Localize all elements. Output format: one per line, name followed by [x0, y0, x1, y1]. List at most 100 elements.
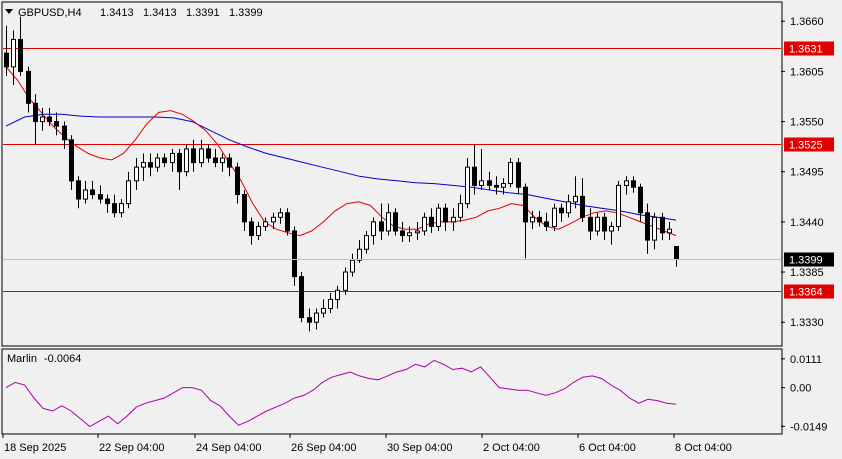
candle[interactable] — [602, 212, 607, 241]
price-panel[interactable] — [1, 1, 783, 347]
candle[interactable] — [472, 144, 477, 195]
candle[interactable] — [436, 203, 441, 231]
candle[interactable] — [321, 299, 326, 318]
candle[interactable] — [350, 253, 355, 277]
candle[interactable] — [119, 199, 124, 218]
candle[interactable] — [134, 158, 139, 190]
oscillator-panel[interactable] — [1, 348, 783, 435]
candle[interactable] — [90, 180, 95, 200]
candle[interactable] — [501, 178, 506, 195]
candle[interactable] — [544, 212, 549, 231]
candle[interactable] — [580, 178, 585, 222]
candle[interactable] — [213, 148, 218, 168]
candle[interactable] — [112, 194, 117, 218]
candle[interactable] — [256, 221, 261, 241]
candle[interactable] — [69, 135, 74, 190]
candle[interactable] — [588, 208, 593, 241]
candle[interactable] — [98, 185, 103, 204]
candle[interactable] — [559, 203, 564, 222]
candle[interactable] — [292, 226, 297, 286]
candle[interactable] — [624, 176, 629, 195]
candle[interactable] — [667, 221, 672, 241]
candle[interactable] — [364, 231, 369, 254]
candle[interactable] — [371, 217, 376, 245]
candle[interactable] — [343, 267, 348, 295]
candle[interactable] — [328, 293, 333, 314]
candle[interactable] — [508, 158, 513, 188]
candle[interactable] — [487, 171, 492, 190]
candle[interactable] — [184, 144, 189, 177]
candle[interactable] — [126, 171, 131, 209]
candle[interactable] — [609, 221, 614, 245]
candle[interactable] — [271, 212, 276, 230]
candle[interactable] — [379, 203, 384, 241]
candle[interactable] — [335, 285, 340, 309]
candle[interactable] — [523, 183, 528, 259]
candle[interactable] — [458, 194, 463, 222]
candle[interactable] — [227, 153, 232, 177]
candle[interactable] — [278, 208, 283, 224]
candle[interactable] — [537, 210, 542, 227]
candle[interactable] — [162, 153, 167, 168]
candle[interactable] — [206, 144, 211, 163]
candle[interactable] — [76, 176, 81, 209]
candle[interactable] — [465, 158, 470, 209]
candle[interactable] — [170, 148, 175, 172]
candle[interactable] — [595, 212, 600, 236]
candle[interactable] — [652, 212, 657, 250]
candle[interactable] — [105, 194, 110, 213]
candle[interactable] — [285, 208, 290, 236]
candle[interactable] — [530, 210, 535, 230]
candle[interactable] — [249, 217, 254, 245]
candle[interactable] — [26, 66, 31, 113]
candle[interactable] — [400, 221, 405, 242]
candle[interactable] — [299, 272, 304, 323]
candle[interactable] — [616, 180, 621, 231]
candle[interactable] — [62, 121, 67, 149]
candle[interactable] — [4, 25, 9, 76]
candle[interactable] — [516, 158, 521, 195]
candle[interactable] — [393, 208, 398, 236]
candle-body-down — [33, 102, 38, 123]
candle[interactable] — [631, 176, 636, 193]
candle-body-up — [83, 189, 88, 200]
candle[interactable] — [660, 212, 665, 241]
candle[interactable] — [40, 107, 45, 131]
candle[interactable] — [314, 308, 319, 330]
candle[interactable] — [177, 148, 182, 190]
candle[interactable] — [191, 139, 196, 172]
candle[interactable] — [148, 153, 153, 177]
collapse-triangle-icon[interactable] — [5, 9, 13, 14]
candle[interactable] — [33, 94, 38, 145]
candle[interactable] — [494, 176, 499, 195]
candle[interactable] — [18, 16, 23, 76]
candle[interactable] — [54, 112, 59, 136]
candle[interactable] — [11, 30, 16, 86]
candle-body-up — [364, 235, 369, 250]
candle[interactable] — [47, 107, 52, 127]
candle[interactable] — [638, 183, 643, 222]
candle[interactable] — [429, 208, 434, 233]
slow-moving-average — [5, 113, 677, 221]
candle[interactable] — [199, 139, 204, 168]
candle[interactable] — [573, 176, 578, 209]
candle[interactable] — [479, 148, 484, 190]
candle[interactable] — [415, 221, 420, 241]
candle[interactable] — [83, 180, 88, 204]
candle[interactable] — [443, 203, 448, 231]
candle[interactable] — [552, 203, 557, 231]
candle[interactable] — [451, 208, 456, 231]
candle[interactable] — [307, 308, 312, 332]
candle[interactable] — [645, 203, 650, 254]
candle[interactable] — [386, 203, 391, 236]
candle[interactable] — [263, 217, 268, 231]
candle[interactable] — [235, 162, 240, 204]
candle[interactable] — [566, 194, 571, 218]
candle[interactable] — [422, 212, 427, 236]
level-price-label: 1.3525 — [789, 140, 823, 152]
candle[interactable] — [220, 153, 225, 172]
candle[interactable] — [141, 153, 146, 181]
candle[interactable] — [155, 153, 160, 172]
candle[interactable] — [407, 226, 412, 242]
candle[interactable] — [242, 189, 247, 231]
